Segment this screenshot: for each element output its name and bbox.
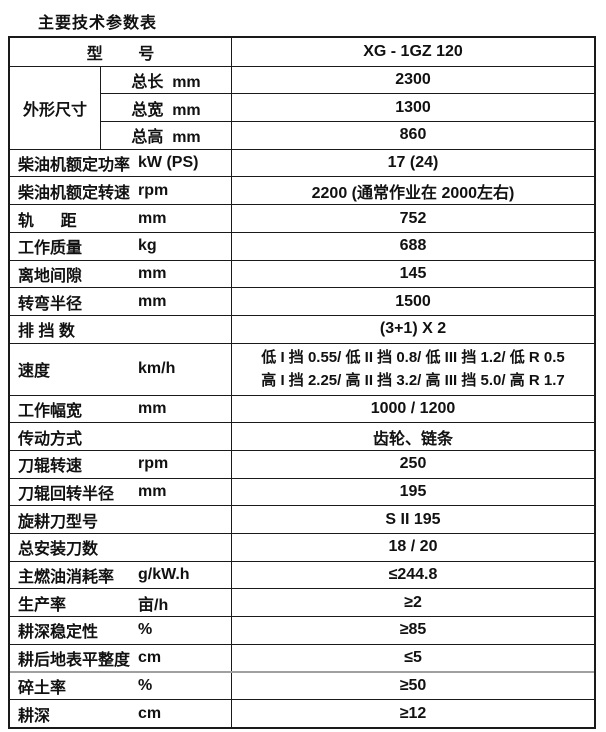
spec-unit: g/kW.h: [138, 566, 190, 584]
spec-value: 1500: [231, 288, 594, 315]
dimension-row: 总高 mm 860: [100, 121, 594, 149]
spec-unit: cm: [138, 649, 162, 667]
dimension-label: 总宽 mm: [100, 94, 231, 122]
spec-name: 工作幅宽: [18, 402, 83, 420]
spec-row: 轨 距 mm 752: [10, 204, 594, 232]
spec-name: 生产率: [18, 596, 67, 614]
spec-row: 柴油机额定转速 rpm 2200 (通常作业在 2000左右): [10, 176, 594, 205]
model-label: 型 号: [10, 38, 231, 66]
dimension-value: 1300: [231, 94, 594, 122]
spec-name: 刀辊回转半径: [18, 486, 115, 503]
page-title: 主要技术参数表: [38, 15, 158, 32]
spec-value: 688: [231, 232, 594, 260]
spec-name: 刀辊转速: [18, 458, 83, 476]
spec-row: 转弯半径 mm 1500: [10, 287, 594, 315]
spec-unit: km/h: [138, 360, 176, 378]
spec-row: 生产率 亩/h ≥2: [10, 588, 594, 617]
model-label-text: 型 号: [86, 45, 155, 63]
spec-value: S II 195: [231, 506, 594, 534]
spec-name: 耕深: [18, 707, 51, 725]
spec-table: 型 号 XG - 1GZ 120 外形尺寸 总长 mm 2300 总宽 mm 1…: [8, 36, 596, 729]
spec-name: 主燃油消耗率: [18, 569, 115, 587]
spec-row: 耕深 cm ≥12: [10, 699, 594, 727]
spec-value: 752: [231, 205, 594, 232]
spec-name: 速度: [18, 363, 51, 381]
speed-value-line1: 低 I 挡 0.55/ 低 II 挡 0.8/ 低 III 挡 1.2/ 低 R…: [261, 349, 565, 367]
spec-name: 传动方式: [18, 430, 83, 448]
spec-unit: mm: [138, 483, 167, 500]
spec-value: ≥12: [231, 700, 594, 727]
spec-unit: mm: [138, 292, 167, 310]
spec-row: 耕后地表平整度 cm ≤5: [10, 643, 594, 672]
spec-name: 排 挡 数: [18, 323, 75, 341]
spec-row: 刀辊回转半径 mm 195: [10, 477, 594, 506]
spec-value: 齿轮、链条: [231, 423, 594, 450]
spec-value: ≥85: [231, 617, 594, 644]
spec-row: 旋耕刀型号 S II 195: [10, 505, 594, 534]
model-value: XG - 1GZ 120: [231, 38, 594, 66]
speed-value: 低 I 挡 0.55/ 低 II 挡 0.8/ 低 III 挡 1.2/ 低 R…: [231, 343, 594, 395]
spec-row: 主燃油消耗率 g/kW.h ≤244.8: [10, 560, 594, 589]
dimension-value: 2300: [231, 66, 594, 94]
spec-unit: mm: [138, 399, 167, 417]
spec-unit: 亩/h: [138, 596, 169, 614]
spec-unit: mm: [138, 264, 167, 282]
spec-name: 旋耕刀型号: [18, 513, 99, 531]
dimension-row: 总宽 mm 1300: [100, 93, 594, 122]
spec-row: 碎土率% ≥50: [10, 671, 594, 700]
spec-row: 耕深稳定性% ≥85: [10, 616, 594, 644]
spec-unit: mm: [138, 209, 167, 227]
speed-value-line2: 高 I 挡 2.25/ 高 II 挡 3.2/ 高 III 挡 5.0/ 高 R…: [261, 372, 565, 390]
spec-value: ≥50: [231, 673, 594, 700]
spec-unit: %: [138, 677, 153, 695]
spec-value: 18 / 20: [231, 534, 594, 561]
spec-value: ≤244.8: [231, 561, 594, 589]
spec-row: 刀辊转速 rpm 250: [10, 449, 594, 478]
spec-unit: rpm: [138, 455, 169, 473]
spec-unit: rpm: [138, 181, 169, 199]
spec-row: 工作质量 kg 688: [10, 231, 594, 260]
spec-name: 耕后地表平整度: [18, 652, 131, 670]
spec-name: 工作质量: [18, 240, 83, 258]
spec-row: 排 挡 数 (3+1) X 2: [10, 314, 594, 343]
dimension-value: 860: [231, 122, 594, 149]
spec-value: 1000 / 1200: [231, 395, 594, 423]
spec-value: 2200 (通常作业在 2000左右): [231, 177, 594, 205]
spec-value: 17 (24): [231, 149, 594, 177]
spec-name: 总安装刀数: [18, 541, 99, 559]
spec-row: 柴油机额定功率 kW (PS) 17 (24): [10, 148, 594, 177]
spec-row: 总安装刀数 18 / 20: [10, 533, 594, 561]
spec-value: 250: [231, 450, 594, 478]
spec-row: 传动方式 齿轮、链条: [10, 422, 594, 450]
spec-unit: %: [138, 621, 153, 639]
spec-name: 轨 距: [18, 212, 77, 230]
spec-value: (3+1) X 2: [231, 315, 594, 343]
spec-name: 离地间隙: [18, 267, 83, 285]
model-row: 型 号 XG - 1GZ 120: [10, 38, 594, 66]
spec-name: 转弯半径: [18, 295, 83, 313]
spec-value: 195: [231, 478, 594, 506]
spec-value: ≤5: [231, 644, 594, 672]
spec-name: 柴油机额定转速: [18, 184, 131, 202]
dimensions-rows: 总长 mm 2300 总宽 mm 1300 总高 mm 860: [100, 66, 594, 149]
spec-unit: kW (PS): [138, 154, 199, 172]
dimension-label: 总高 mm: [100, 122, 231, 149]
spec-row: 离地间隙 mm 145: [10, 259, 594, 288]
spec-value: ≥2: [231, 589, 594, 617]
dimension-row: 总长 mm 2300: [100, 66, 594, 94]
dimensions-group-label: 外形尺寸: [22, 101, 87, 119]
spec-unit: kg: [138, 237, 157, 255]
spec-unit: cm: [138, 704, 162, 722]
spec-row: 工作幅宽 mm 1000 / 1200: [10, 394, 594, 423]
speed-row: 速度 km/h 低 I 挡 0.55/ 低 II 挡 0.8/ 低 III 挡 1…: [10, 342, 594, 395]
dimension-label: 总长 mm: [100, 66, 231, 94]
spec-name: 耕深稳定性: [18, 624, 99, 642]
dimensions-group: 外形尺寸 总长 mm 2300 总宽 mm 1300 总高 mm 860: [10, 65, 594, 149]
spec-value: 145: [231, 260, 594, 288]
spec-name: 柴油机额定功率: [18, 157, 131, 175]
spec-name: 碎土率: [18, 680, 67, 698]
